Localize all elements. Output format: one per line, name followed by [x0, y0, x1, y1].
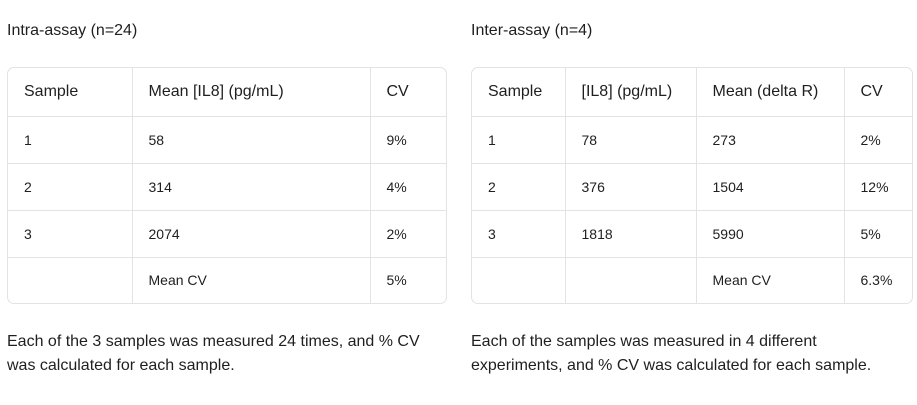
cell-il8 [565, 257, 697, 303]
column-header-cv: CV [370, 68, 446, 117]
table-row: 1 58 9% [8, 116, 446, 164]
cell-il8: 78 [565, 116, 697, 164]
cell-mean-cv-label: Mean CV [132, 257, 371, 303]
column-header-mean-il8: Mean [IL8] (pg/mL) [132, 68, 371, 117]
cell-mean-delta-r: 5990 [696, 210, 845, 258]
intra-assay-footnote: Each of the 3 samples was measured 24 ti… [7, 333, 420, 374]
cell-mean-il8: 314 [132, 163, 371, 211]
inter-assay-table-container: Sample [IL8] (pg/mL) Mean (delta R) CV 1… [471, 67, 913, 304]
cell-mean-cv-label: Mean CV [696, 257, 845, 303]
cell-mean-cv-value: 5% [386, 272, 407, 289]
cell-sample: 2 [472, 163, 566, 211]
cell-il8: 1818 [565, 210, 697, 258]
column-header-mean-delta-r: Mean (delta R) [696, 68, 845, 117]
cell-sample [8, 257, 133, 303]
cell-cv: 5% [844, 210, 912, 258]
column-header-il8: [IL8] (pg/mL) [565, 68, 697, 117]
table-row-mean-cv: Mean CV 6.3% [472, 257, 912, 303]
cell-cv: 4% [370, 163, 446, 211]
table-row: 2 314 4% [8, 163, 446, 211]
cell-sample: 3 [472, 210, 566, 258]
cell-sample: 1 [8, 116, 133, 164]
table-row: 3 1818 5990 5% [472, 210, 912, 258]
intra-assay-table: Sample Mean [IL8] (pg/mL) CV 1 58 9% 2 3… [8, 68, 446, 303]
column-header-sample: Sample [472, 68, 566, 117]
cell-cv: 12% [844, 163, 912, 211]
cell-sample: 1 [472, 116, 566, 164]
cell-il8: 376 [565, 163, 697, 211]
table-row-mean-cv: Mean CV 5% [8, 257, 446, 303]
cell-sample [472, 257, 566, 303]
cell-sample: 2 [8, 163, 133, 211]
table-row: 2 376 1504 12% [472, 163, 912, 211]
cell-mean-delta-r: 273 [696, 116, 845, 164]
table-row: 1 78 273 2% [472, 116, 912, 164]
cell-mean-il8: 58 [132, 116, 371, 164]
table-row: 3 2074 2% [8, 210, 446, 258]
table-header-row: Sample Mean [IL8] (pg/mL) CV [8, 68, 446, 117]
column-header-sample: Sample [8, 68, 133, 117]
cell-mean-cv-value: 6.3% [860, 272, 893, 289]
intra-assay-table-container: Sample Mean [IL8] (pg/mL) CV 1 58 9% 2 3… [7, 67, 447, 304]
inter-assay-title: Inter-assay (n=4) [471, 22, 593, 39]
cell-cv: 2% [370, 210, 446, 258]
table-header-row: Sample [IL8] (pg/mL) Mean (delta R) CV [472, 68, 912, 117]
intra-assay-title: Intra-assay (n=24) [7, 22, 138, 39]
inter-assay-footnote: Each of the samples was measured in 4 di… [471, 333, 872, 374]
inter-assay-table: Sample [IL8] (pg/mL) Mean (delta R) CV 1… [472, 68, 912, 303]
cell-cv: 9% [370, 116, 446, 164]
column-header-cv: CV [844, 68, 912, 117]
cell-mean-il8: 2074 [132, 210, 371, 258]
cell-cv: 2% [844, 116, 912, 164]
cell-mean-delta-r: 1504 [696, 163, 845, 211]
cell-sample: 3 [8, 210, 133, 258]
